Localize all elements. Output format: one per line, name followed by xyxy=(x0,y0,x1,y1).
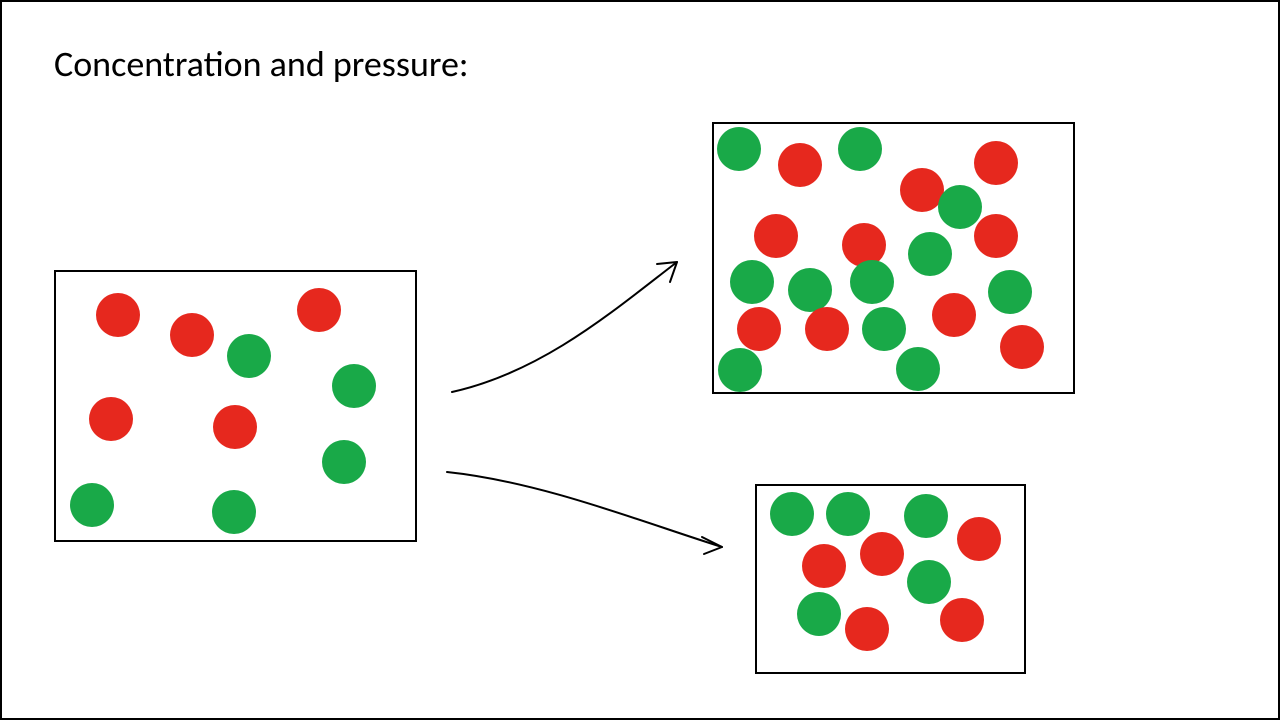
particle-green xyxy=(70,483,114,527)
particle-green xyxy=(896,347,940,391)
particle-green xyxy=(322,440,366,484)
particle-red xyxy=(96,293,140,337)
particle-red xyxy=(845,607,889,651)
particle-green xyxy=(907,560,951,604)
particle-red xyxy=(213,405,257,449)
particle-green xyxy=(826,492,870,536)
particle-red xyxy=(940,598,984,642)
particle-red xyxy=(802,544,846,588)
arrow-top-head xyxy=(657,262,677,282)
particle-red xyxy=(957,517,1001,561)
particle-red xyxy=(89,397,133,441)
particle-red xyxy=(974,141,1018,185)
particle-green xyxy=(730,260,774,304)
particle-green xyxy=(988,270,1032,314)
particle-red xyxy=(932,293,976,337)
particle-green xyxy=(938,185,982,229)
particle-green xyxy=(718,348,762,392)
particle-green xyxy=(838,127,882,171)
slide-title: Concentration and pressure: xyxy=(54,42,469,86)
particle-green xyxy=(332,364,376,408)
particle-red xyxy=(860,532,904,576)
particle-red xyxy=(974,214,1018,258)
particle-green xyxy=(908,232,952,276)
particle-red xyxy=(737,307,781,351)
particle-green xyxy=(227,334,271,378)
particle-green xyxy=(904,494,948,538)
particle-green xyxy=(862,307,906,351)
particle-green xyxy=(770,492,814,536)
particle-red xyxy=(170,313,214,357)
particle-green xyxy=(850,260,894,304)
particle-green xyxy=(797,592,841,636)
particle-red xyxy=(778,143,822,187)
arrow-bottom xyxy=(447,472,722,547)
arrow-bottom-head xyxy=(702,537,722,554)
particle-red xyxy=(805,307,849,351)
particle-green xyxy=(212,490,256,534)
particle-red xyxy=(1000,325,1044,369)
slide-frame: Concentration and pressure: xyxy=(0,0,1280,720)
particle-green xyxy=(788,268,832,312)
arrow-top xyxy=(452,262,677,392)
particle-red xyxy=(754,214,798,258)
particle-red xyxy=(297,288,341,332)
particle-green xyxy=(717,127,761,171)
